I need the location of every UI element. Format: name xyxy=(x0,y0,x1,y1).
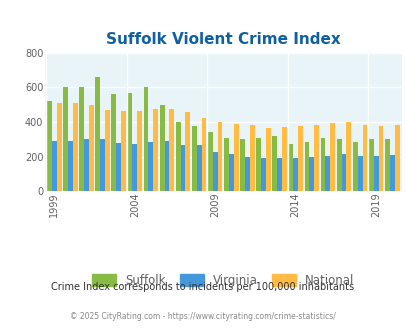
Bar xyxy=(100,139,105,191)
Bar xyxy=(201,118,206,191)
Bar xyxy=(196,146,201,191)
Bar xyxy=(169,109,174,191)
Title: Suffolk Violent Crime Index: Suffolk Violent Crime Index xyxy=(106,32,340,48)
Bar xyxy=(384,139,389,191)
Bar xyxy=(297,126,302,191)
Bar xyxy=(47,101,52,191)
Bar xyxy=(224,138,228,191)
Bar xyxy=(357,156,362,191)
Bar xyxy=(180,145,185,191)
Bar xyxy=(63,87,68,191)
Text: © 2025 CityRating.com - https://www.cityrating.com/crime-statistics/: © 2025 CityRating.com - https://www.city… xyxy=(70,312,335,321)
Bar xyxy=(265,128,270,191)
Bar xyxy=(84,139,89,191)
Bar xyxy=(153,109,158,191)
Bar xyxy=(325,156,330,191)
Bar xyxy=(72,103,77,191)
Bar xyxy=(132,144,137,191)
Bar xyxy=(68,141,72,191)
Bar xyxy=(272,136,277,191)
Bar xyxy=(373,156,378,191)
Bar xyxy=(249,125,254,191)
Bar xyxy=(245,157,249,191)
Bar xyxy=(228,154,233,191)
Bar xyxy=(121,111,126,191)
Bar xyxy=(260,158,265,191)
Bar xyxy=(378,125,382,191)
Bar xyxy=(207,132,212,191)
Bar xyxy=(394,125,399,191)
Bar xyxy=(330,123,334,191)
Bar xyxy=(212,151,217,191)
Bar xyxy=(304,142,309,191)
Bar xyxy=(281,127,286,191)
Bar xyxy=(277,158,281,191)
Bar xyxy=(127,93,132,191)
Bar xyxy=(111,94,116,191)
Bar xyxy=(352,142,357,191)
Bar xyxy=(362,125,367,191)
Bar xyxy=(164,141,169,191)
Bar xyxy=(137,111,142,191)
Bar xyxy=(105,110,110,191)
Bar xyxy=(159,105,164,191)
Bar xyxy=(320,138,325,191)
Bar xyxy=(256,138,260,191)
Bar xyxy=(233,124,238,191)
Bar xyxy=(292,158,297,191)
Bar xyxy=(345,122,350,191)
Bar xyxy=(79,86,84,191)
Legend: Suffolk, Virginia, National: Suffolk, Virginia, National xyxy=(87,269,358,292)
Bar xyxy=(336,139,341,191)
Bar xyxy=(148,142,153,191)
Bar xyxy=(309,157,313,191)
Bar xyxy=(185,112,190,191)
Text: Crime Index corresponds to incidents per 100,000 inhabitants: Crime Index corresponds to incidents per… xyxy=(51,282,354,292)
Bar xyxy=(368,139,373,191)
Bar xyxy=(57,103,62,191)
Bar xyxy=(52,141,57,191)
Bar xyxy=(175,122,180,191)
Bar xyxy=(116,143,121,191)
Bar xyxy=(389,155,394,191)
Bar xyxy=(288,144,292,191)
Bar xyxy=(89,105,94,191)
Bar xyxy=(341,154,345,191)
Bar xyxy=(217,122,222,191)
Bar xyxy=(313,125,318,191)
Bar xyxy=(143,87,148,191)
Bar xyxy=(192,126,196,191)
Bar xyxy=(240,139,245,191)
Bar xyxy=(95,77,100,191)
